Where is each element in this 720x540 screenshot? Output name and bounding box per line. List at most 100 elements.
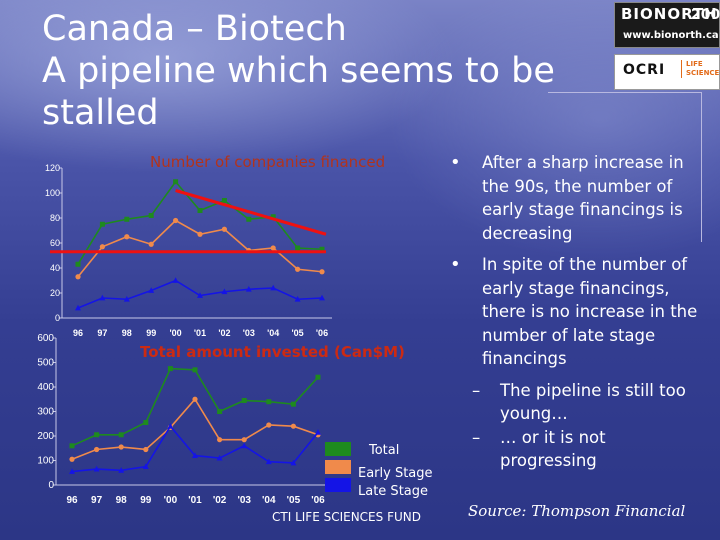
chart2-point [118,467,125,473]
ocri-sub-line-1: LIFE [686,60,703,68]
chart2-point [241,442,248,449]
chart1-x-tick-label: 98 [122,328,132,338]
bullet-icon: • [450,254,461,275]
chart2-series-line-1 [71,397,319,461]
chart2-point [315,374,321,380]
chart1-x-tick-label: '02 [218,328,230,338]
bullet-item: • In spite of the number of early stage … [450,253,705,371]
chart1-point [294,296,301,302]
chart2-x-tick-label: '06 [311,495,325,506]
chart2-point [69,468,75,474]
ocri-sub-line-2: SCIENCES [686,69,720,77]
chart2-x-tick-label: '03 [237,495,251,506]
ocri-logo-text: OCRI [623,62,666,78]
bullet-list: • After a sharp increase in the 90s, the… [450,151,705,473]
chart1-x-tick-label: '00 [170,328,182,338]
bullet-item: • After a sharp increase in the 90s, the… [450,151,705,245]
chart2-point [143,446,149,453]
chart2-point [94,432,100,438]
chart2-point [142,463,149,470]
dash-icon: – [472,427,481,447]
chart1-x-tick-label: 97 [97,328,107,338]
chart2-point [217,437,223,443]
chart2-x-tick-label: '01 [188,495,202,506]
chart1-point [148,241,154,247]
chart2-x-tick-label: '05 [287,495,301,506]
chart2-y-tick-label: 300 [37,407,54,418]
bionorth-logo-year: 2007 [691,7,720,23]
chart1-x-tick-label: 96 [73,328,83,338]
chart2-y-tick-label: 100 [37,456,54,467]
bullet-text: In spite of the number of early stage fi… [482,255,698,368]
source-text: Source: Thompson Financial [468,502,686,520]
chart1-y-tick-label: 40 [50,263,60,273]
chart2-point [216,454,223,461]
decorative-frame-right [701,92,702,242]
chart2-point [143,420,149,426]
chart1-x-tick-label: '03 [243,328,255,338]
sub-bullet-text: … or it is not progressing [500,427,606,471]
chart2-point [315,429,321,435]
chart2-point [93,465,100,472]
chart1-point [148,213,154,218]
chart2-point [266,422,272,428]
chart1-point [221,226,227,232]
chart2-point [241,437,247,443]
chart1-y-tick-label: 80 [50,213,60,223]
chart2-x-tick-label: 99 [140,495,152,506]
chart2-x-tick-label: 96 [66,495,78,506]
legend-label-total: Total [369,443,400,458]
chart1-point [295,245,301,251]
chart1-point [75,261,81,267]
title-line-2: A pipeline which seems to be [42,51,555,91]
chart1-point [75,274,81,280]
chart1-title: Number of companies financed [150,153,386,171]
chart1-x-tick-label: '05 [292,328,304,338]
chart1-point [123,296,130,302]
chart2-point [167,366,173,372]
chart1-point [221,198,227,203]
chart1-point [173,179,179,185]
chart2-point [265,458,272,465]
chart2-y-tick-label: 500 [37,358,54,369]
chart1-point [75,304,81,311]
chart2-x-tick-label: '04 [262,495,276,506]
chart1-point [99,221,105,227]
decorative-frame-top [548,92,702,93]
chart2-x-tick-label: '02 [213,495,227,506]
chart1-point [197,292,203,298]
chart2-y-tick-label: 200 [37,431,54,442]
dash-icon: – [472,380,481,400]
chart1-point [270,284,277,291]
slide-title: Canada – Biotech A pipeline which seems … [42,8,555,134]
chart1-point [319,269,325,275]
chart1-point [245,286,252,292]
chart2-point [69,443,75,449]
chart1-point [246,216,252,222]
chart1-point [172,277,179,283]
title-line-3: stalled [42,93,159,133]
chart2-y-tick-label: 400 [37,382,54,393]
bionorth-logo-url: www.bionorth.ca [623,30,719,41]
chart2-point [290,459,297,466]
chart1-point [99,244,105,250]
chart1-point [173,217,179,224]
legend-swatch-early [325,460,351,474]
chart1-point [295,266,301,272]
chart2-point [192,452,198,458]
chart2-x-tick-label: 98 [116,495,128,506]
chart1-point [319,294,325,301]
chart2-series-line-0 [71,367,319,447]
chart1-point [221,288,228,295]
chart1-point [124,216,130,222]
chart2-y-tick-label: 0 [48,480,54,491]
chart1-point [270,245,276,251]
chart2-point [94,446,100,453]
chart1-x-tick-label: '01 [194,328,206,338]
chart2-point [118,444,124,450]
chart1-point [124,234,130,240]
title-line-1: Canada – Biotech [42,9,347,49]
